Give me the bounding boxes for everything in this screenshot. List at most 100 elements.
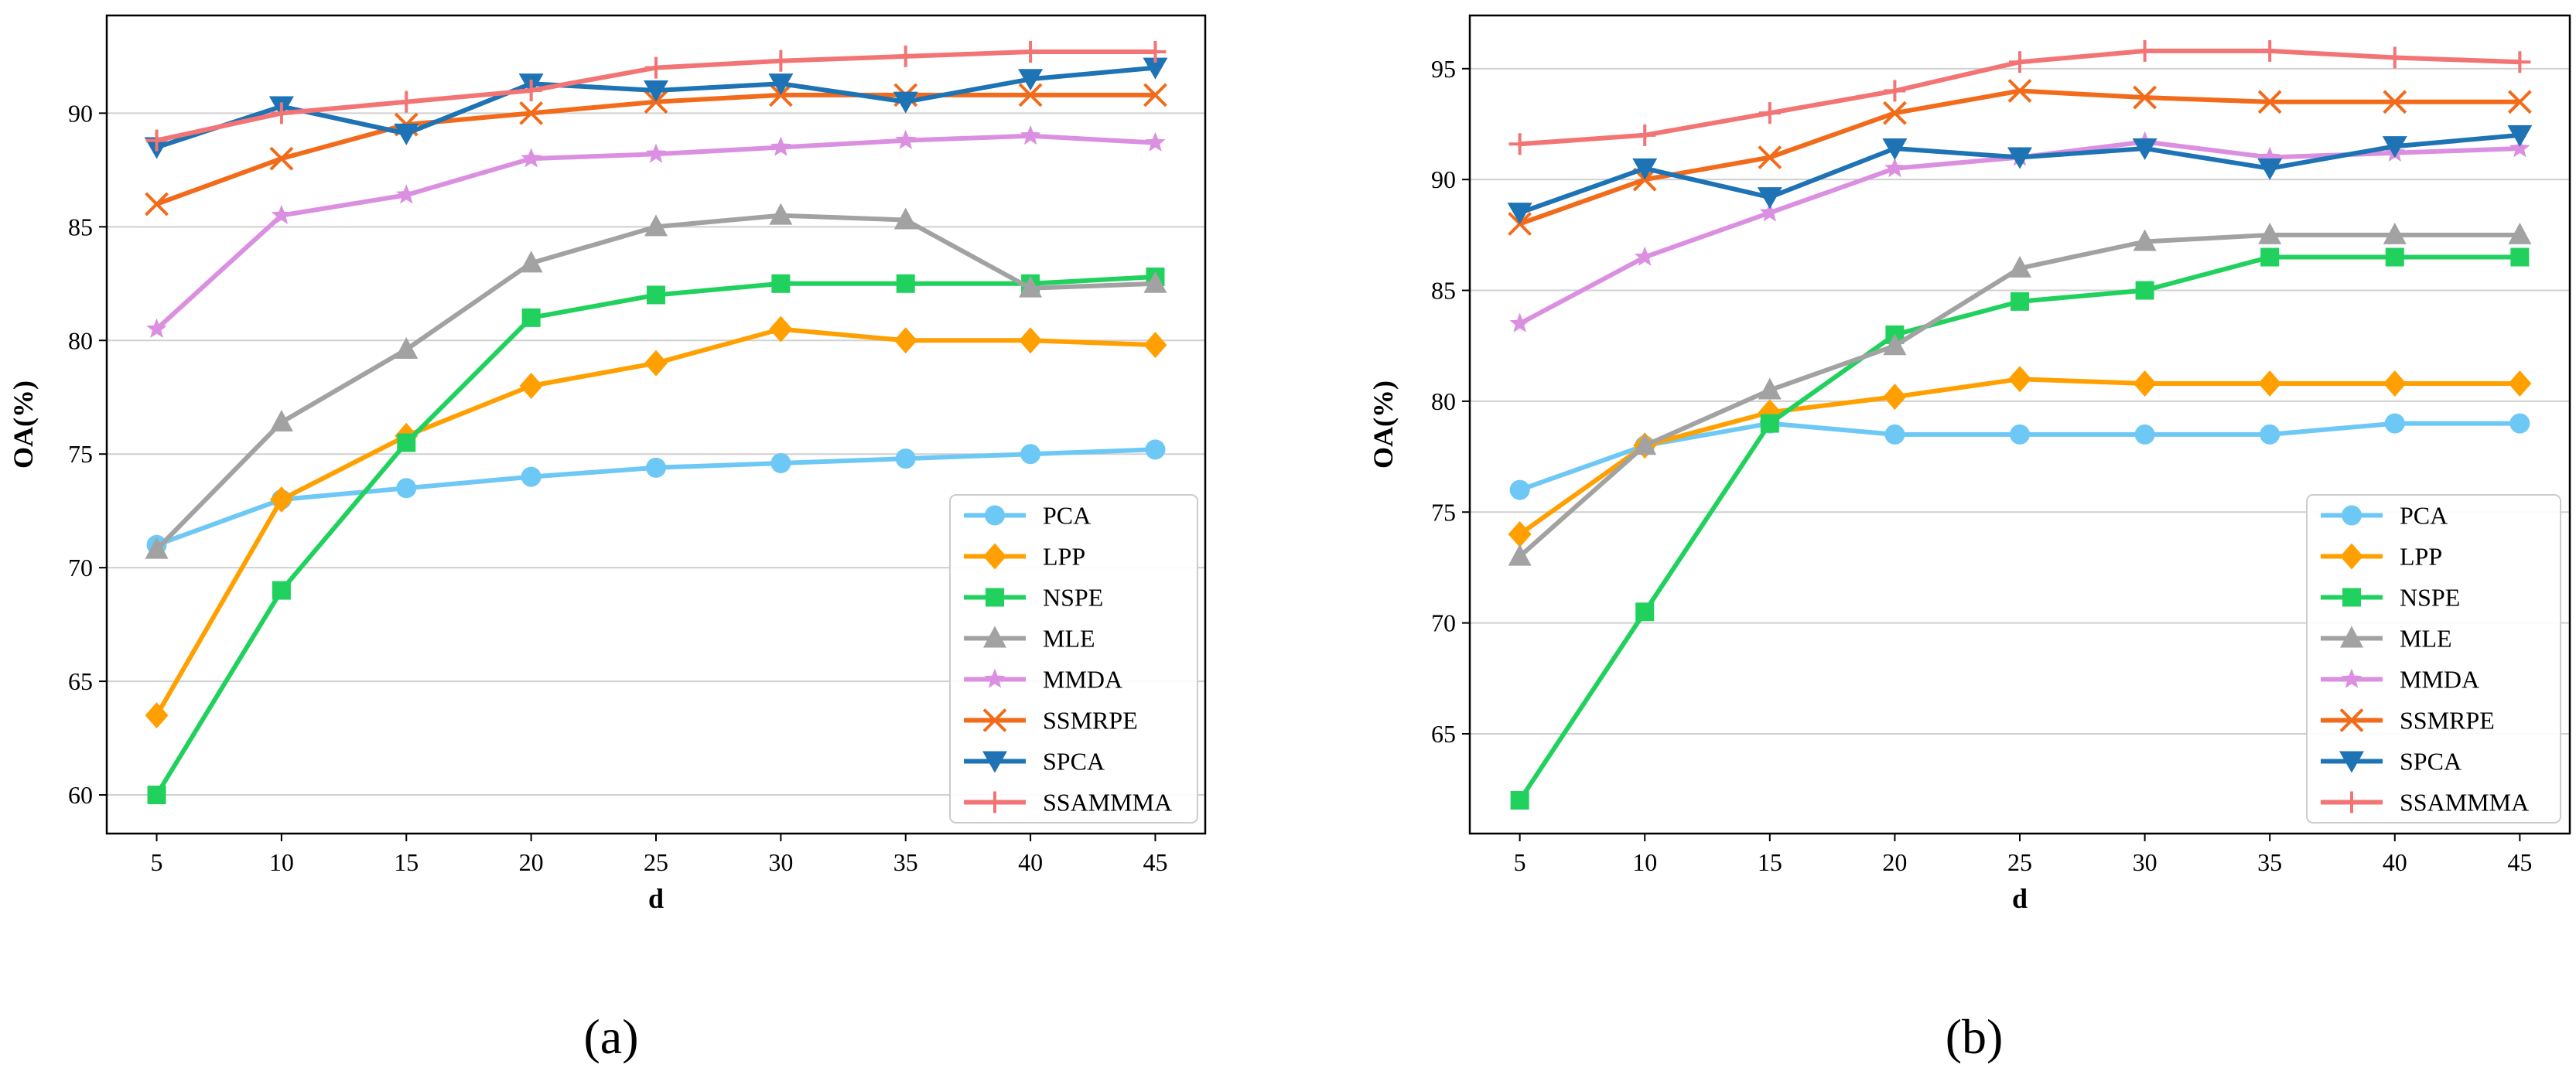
data-point-spca [1882, 138, 1908, 161]
y-tick-label: 85 [68, 213, 93, 240]
legend-marker [2341, 791, 2362, 813]
data-point-spca [893, 91, 918, 114]
data-point-pca [770, 452, 791, 473]
legend-entry-mle: MLE [964, 625, 1095, 653]
legend-entry-lpp: LPP [964, 543, 1085, 571]
data-point-ssammma [520, 79, 542, 101]
legend-label: SSMRPE [2400, 707, 2495, 735]
data-point-mmda [1145, 131, 1166, 152]
legend-box [949, 494, 1198, 824]
data-point-mmda [1759, 202, 1781, 222]
y-tick-label: 60 [68, 781, 93, 809]
data-point-ssmrpe [519, 101, 544, 125]
data-point-mmda [521, 148, 542, 168]
legend-marker [983, 543, 1006, 570]
data-point-lpp [1883, 384, 1907, 411]
series-spca [1507, 124, 2533, 225]
data-point-mmda [895, 129, 916, 149]
data-point-lpp [269, 486, 293, 513]
data-point-mle [2133, 229, 2157, 251]
legend-entry-nspe: NSPE [964, 584, 1103, 612]
legend-label: NSPE [1043, 584, 1103, 612]
data-point-lpp [1019, 327, 1043, 354]
y-tick-label: 65 [68, 667, 93, 695]
y-tick-label: 75 [1431, 498, 1456, 526]
x-tick-label: 10 [1632, 848, 1657, 876]
y-axis-title: OA(%) [8, 380, 39, 469]
data-point-lpp [893, 327, 917, 354]
data-point-ssmrpe [1758, 145, 1782, 169]
data-point-mmda [271, 204, 292, 224]
data-point-mle [1633, 433, 1657, 455]
data-point-nspe [2011, 292, 2029, 311]
data-point-mmda [2259, 146, 2280, 166]
data-point-mle [1508, 544, 1532, 566]
y-tick-label: 70 [1431, 609, 1456, 637]
legend-marker [984, 791, 1006, 813]
chart-panel-a: 5 10 15 20 25 30 35 40 45 60 65 70 75 80 85 90 d OA(%) PCA… [8, 14, 1207, 1064]
data-point-mle [2008, 255, 2031, 278]
data-point-mle [145, 537, 169, 559]
data-point-lpp [2508, 370, 2532, 397]
data-point-mle [395, 337, 419, 360]
legend: PCA LPP NSPE MLE MMDA SSMRPE SPCA SSAMMMA [949, 494, 1198, 824]
data-point-mmda [1634, 246, 1655, 266]
x-tick-label: 35 [2257, 848, 2282, 876]
data-point-ssmrpe [145, 192, 169, 217]
data-point-lpp [145, 702, 169, 729]
legend-marker [986, 588, 1004, 607]
legend-marker [982, 751, 1007, 773]
data-point-ssammma [395, 90, 418, 113]
data-point-nspe [272, 581, 291, 600]
legend-entry-spca: SPCA [2321, 748, 2462, 776]
x-tick-label: 40 [2383, 848, 2407, 876]
legend-marker [983, 626, 1006, 648]
series-ssammma [145, 41, 1167, 152]
data-point-pca [1020, 444, 1041, 465]
data-point-lpp [2258, 370, 2282, 397]
legend-label: SSAMMMA [2400, 789, 2529, 817]
panel-label: (a) [583, 1009, 638, 1064]
data-point-mle [769, 203, 793, 225]
data-point-nspe [1510, 790, 1529, 810]
data-point-ssammma [270, 102, 292, 124]
legend-label: LPP [2400, 543, 2442, 571]
data-point-mmda [146, 318, 167, 338]
data-point-spca [2007, 147, 2032, 169]
data-point-ssmrpe [2383, 90, 2407, 114]
data-point-spca [2257, 158, 2283, 180]
data-point-spca [1143, 57, 1168, 80]
x-tick-label: 35 [893, 848, 918, 876]
legend-label: SSAMMMA [1043, 789, 1172, 817]
data-point-pca [2260, 424, 2280, 445]
data-point-mle [644, 214, 668, 237]
y-tick-label: 75 [68, 440, 93, 468]
data-point-spca [1757, 187, 1782, 210]
x-tick-label: 45 [1143, 848, 1167, 876]
data-point-ssmrpe [2257, 90, 2282, 114]
legend-entry-spca: SPCA [964, 748, 1105, 776]
data-point-ssmrpe [269, 146, 294, 171]
data-point-spca [1507, 203, 1532, 225]
data-point-ssammma [1020, 41, 1042, 63]
legend-label: MLE [1043, 625, 1095, 653]
data-point-lpp [1508, 520, 1532, 547]
series-mmda [146, 124, 1166, 338]
data-point-ssammma [2134, 39, 2156, 62]
data-point-mle [269, 410, 293, 432]
legend-label: PCA [2400, 502, 2448, 530]
data-point-lpp [2133, 370, 2157, 397]
y-tick-label: 80 [1431, 387, 1456, 415]
y-tick-label: 65 [1431, 720, 1456, 748]
x-axis-title: d [2012, 883, 2028, 914]
legend-marker [2339, 751, 2364, 773]
legend-marker [985, 505, 1005, 526]
legend-entry-mle: MLE [2321, 625, 2452, 653]
legend-marker [984, 668, 1006, 688]
data-point-ssammma [2509, 51, 2531, 73]
data-point-pca [1509, 479, 1530, 500]
data-point-mle [1758, 377, 1782, 400]
data-point-ssmrpe [2007, 79, 2032, 103]
legend: PCA LPP NSPE MLE MMDA SSMRPE SPCA SSAMMMA [2306, 494, 2561, 824]
